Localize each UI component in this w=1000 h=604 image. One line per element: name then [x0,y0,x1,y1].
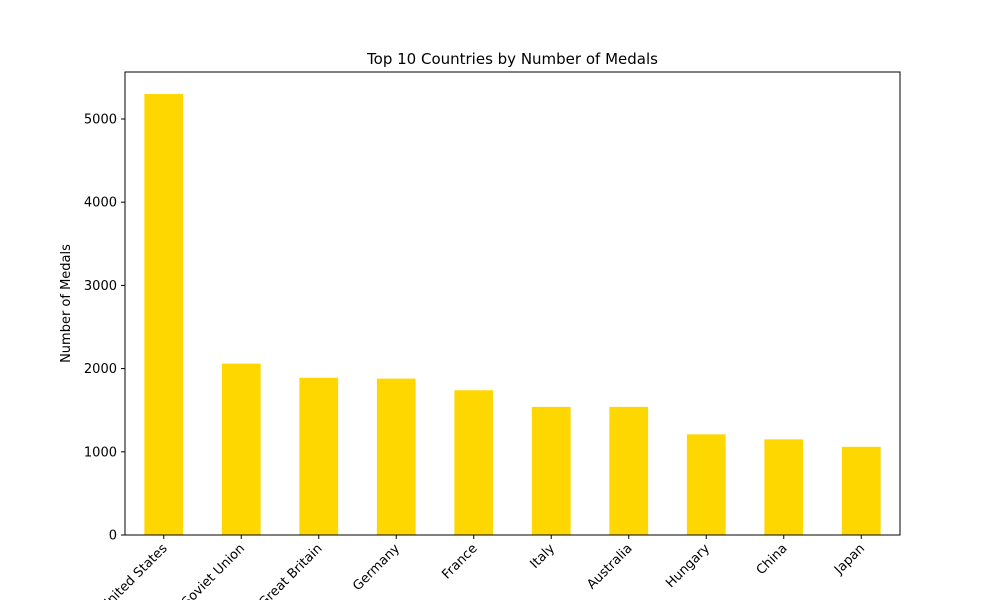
y-tick-label: 4000 [84,196,117,211]
y-tick-label: 2000 [84,362,117,377]
y-tick-label: 0 [109,529,117,544]
bar [686,434,726,535]
x-tick-label: Australia [584,541,635,592]
x-tick-label: United States [98,541,171,600]
x-tick-label: Soviet Union [179,541,248,600]
y-tick-label: 3000 [84,279,117,294]
bar [376,378,416,535]
x-tick-label: France [439,541,480,582]
bar [841,446,881,535]
x-tick-label: Great Britain [256,541,325,600]
bar [454,390,494,535]
plot-frame [124,71,901,536]
bar [764,439,804,535]
y-tick-label: 1000 [84,445,117,460]
y-tick-label: 5000 [84,113,117,128]
x-tick-label: Hungary [663,541,713,591]
x-axis-ticks: United States Soviet Union Great Britain Ge… [98,535,868,600]
bar [299,377,339,535]
x-tick-label: Germany [350,541,403,594]
bars-group [144,94,881,536]
x-tick-label: China [754,541,791,578]
bar [144,94,184,536]
bar [531,406,571,535]
y-axis-label: Number of Medals [59,244,74,363]
y-axis-ticks: 0 1000 2000 3000 4000 5000 [84,113,125,544]
chart-title: Top 10 Countries by Number of Medals [366,50,658,68]
x-tick-label: Italy [528,541,559,572]
bar [609,406,649,535]
x-tick-label: Japan [831,541,868,578]
bar [221,363,261,535]
